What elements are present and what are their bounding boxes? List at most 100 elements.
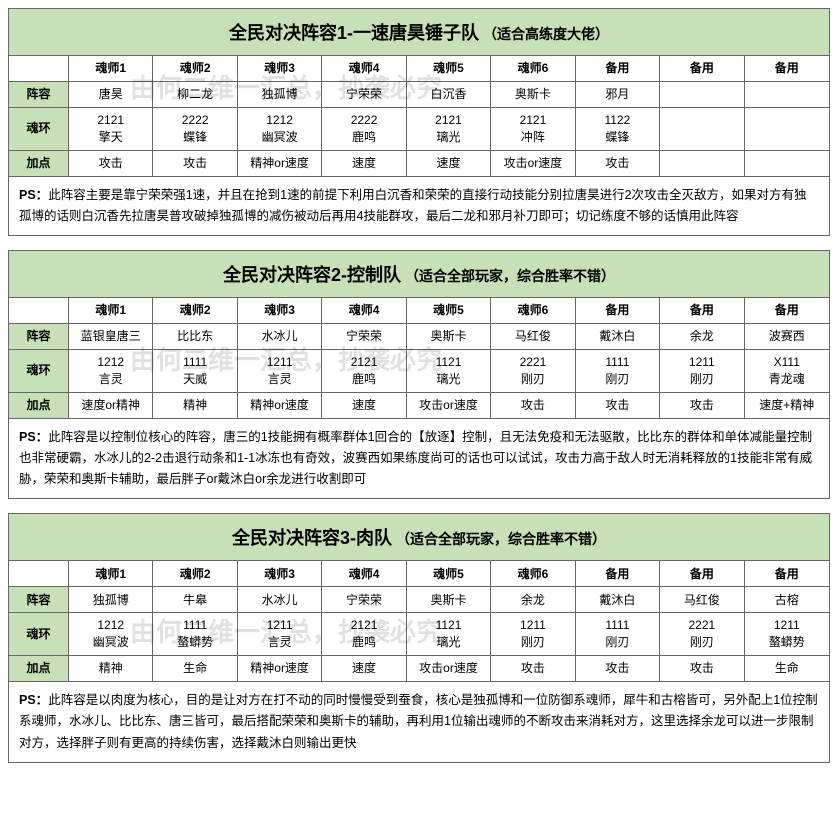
cell-ring: 1211言灵: [238, 350, 322, 393]
cell-stat: 精神or速度: [238, 656, 322, 682]
cell-stat: 攻击or速度: [407, 393, 491, 419]
column-header: 魂师1: [69, 298, 153, 324]
cell-ring: 1111刚刃: [576, 350, 660, 393]
cell-stat: 精神: [69, 656, 153, 682]
cell-stat: 攻击: [576, 151, 660, 177]
cell-stat: 攻击: [576, 656, 660, 682]
cell-ring: 1211螯蟒势: [745, 613, 829, 656]
row-label-lineup: 阵容: [9, 82, 69, 108]
cell-lineup: 水冰儿: [238, 324, 322, 350]
row-label-ring: 魂环: [9, 108, 69, 151]
cell-lineup: 白沉香: [407, 82, 491, 108]
cell-stat: 攻击: [576, 393, 660, 419]
column-header: 魂师5: [407, 561, 491, 587]
cell-lineup: 余龙: [491, 587, 575, 613]
cell-lineup: 宁荣荣: [322, 324, 406, 350]
column-header: 备用: [660, 561, 744, 587]
column-header: 魂师2: [153, 298, 237, 324]
cell-stat: 攻击or速度: [491, 151, 575, 177]
ps-text: 此阵容主要是靠宁荣荣强1速，并且在抢到1速的前提下利用白沉香和荣荣的直接行动技能…: [19, 188, 807, 223]
cell-stat: 攻击: [491, 393, 575, 419]
column-header: 魂师6: [491, 298, 575, 324]
cell-ring: 1111天威: [153, 350, 237, 393]
cell-ring: 1111螯蟒势: [153, 613, 237, 656]
cell-ring: 1111刚刃: [576, 613, 660, 656]
cell-lineup: 宁荣荣: [322, 82, 406, 108]
cell-lineup: 马红俊: [491, 324, 575, 350]
cell-stat: [745, 151, 829, 177]
cell-ring: 2121鹿鸣: [322, 350, 406, 393]
team-title-sub: （适合高练度大佬）: [483, 26, 609, 42]
row-label-stat: 加点: [9, 656, 69, 682]
cell-stat: 攻击: [491, 656, 575, 682]
column-header: 备用: [745, 561, 829, 587]
column-header: 魂师5: [407, 56, 491, 82]
ps-text: 此阵容是以肉度为核心，目的是让对方在打不动的同时慢慢受到蚕食，核心是独孤博和一位…: [19, 693, 818, 750]
cell-ring: 1211刚刃: [660, 350, 744, 393]
cell-ring: 1211言灵: [238, 613, 322, 656]
column-header: 魂师1: [69, 56, 153, 82]
cell-stat: 攻击: [660, 393, 744, 419]
cell-lineup: 奥斯卡: [407, 324, 491, 350]
cell-lineup: 余龙: [660, 324, 744, 350]
cell-lineup: [745, 82, 829, 108]
cell-stat: 精神: [153, 393, 237, 419]
cell-ring: 2121擎天: [69, 108, 153, 151]
row-label-stat: 加点: [9, 393, 69, 419]
row-label-lineup: 阵容: [9, 587, 69, 613]
column-header: 备用: [576, 56, 660, 82]
cell-lineup: 奥斯卡: [491, 82, 575, 108]
cell-stat: 攻击: [69, 151, 153, 177]
team-grid: 魂师1魂师2魂师3魂师4魂师5魂师6备用备用备用阵容唐昊柳二龙独孤博宁荣荣白沉香…: [9, 56, 829, 177]
column-header: 魂师3: [238, 561, 322, 587]
cell-ring: 1122蝶锋: [576, 108, 660, 151]
cell-ring: 2121冲阵: [491, 108, 575, 151]
ps-note: PS：此阵容是以控制位核心的阵容，唐三的1技能拥有概率群体1回合的【放逐】控制，…: [9, 419, 829, 499]
ps-text: 此阵容是以控制位核心的阵容，唐三的1技能拥有概率群体1回合的【放逐】控制，且无法…: [19, 430, 812, 487]
cell-stat: [660, 151, 744, 177]
column-header: 备用: [745, 56, 829, 82]
column-header: 魂师6: [491, 561, 575, 587]
ps-note: PS：此阵容主要是靠宁荣荣强1速，并且在抢到1速的前提下利用白沉香和荣荣的直接行…: [9, 177, 829, 236]
cell-lineup: 水冰儿: [238, 587, 322, 613]
cell-stat: 速度or精神: [69, 393, 153, 419]
header-empty: [9, 298, 69, 324]
column-header: 魂师4: [322, 298, 406, 324]
column-header: 备用: [745, 298, 829, 324]
team-title-row: 全民对决阵容1-一速唐昊锤子队（适合高练度大佬）: [9, 9, 829, 56]
column-header: 魂师6: [491, 56, 575, 82]
cell-ring: 1212幽冥波: [238, 108, 322, 151]
row-label-stat: 加点: [9, 151, 69, 177]
cell-ring: 2121鹿鸣: [322, 613, 406, 656]
cell-lineup: 马红俊: [660, 587, 744, 613]
team-title-main: 全民对决阵容3-肉队: [232, 528, 392, 548]
column-header: 魂师3: [238, 56, 322, 82]
column-header: 备用: [576, 561, 660, 587]
team-block-3: 全民对决阵容3-肉队（适合全部玩家，综合胜率不错）魂师1魂师2魂师3魂师4魂师5…: [8, 513, 830, 762]
column-header: 魂师4: [322, 561, 406, 587]
column-header: 魂师5: [407, 298, 491, 324]
ps-label: PS：: [19, 188, 48, 202]
cell-stat: 速度+精神: [745, 393, 829, 419]
cell-stat: 速度: [407, 151, 491, 177]
team-grid: 魂师1魂师2魂师3魂师4魂师5魂师6备用备用备用阵容蓝银皇唐三比比东水冰儿宁荣荣…: [9, 298, 829, 419]
cell-ring: 2222鹿鸣: [322, 108, 406, 151]
column-header: 魂师4: [322, 56, 406, 82]
column-header: 魂师2: [153, 56, 237, 82]
cell-ring: 1212幽冥波: [69, 613, 153, 656]
cell-lineup: 蓝银皇唐三: [69, 324, 153, 350]
column-header: 魂师2: [153, 561, 237, 587]
cell-stat: 精神or速度: [238, 393, 322, 419]
ps-label: PS：: [19, 693, 48, 707]
row-label-ring: 魂环: [9, 350, 69, 393]
team-title-sub: （适合全部玩家，综合胜率不错）: [396, 531, 606, 547]
cell-stat: 速度: [322, 393, 406, 419]
header-empty: [9, 561, 69, 587]
team-block-2: 全民对决阵容2-控制队（适合全部玩家，综合胜率不错）魂师1魂师2魂师3魂师4魂师…: [8, 250, 830, 499]
cell-ring: 2121璃光: [407, 108, 491, 151]
team-title-sub: （适合全部玩家，综合胜率不错）: [405, 268, 615, 284]
cell-lineup: 古榕: [745, 587, 829, 613]
ps-label: PS：: [19, 430, 48, 444]
cell-ring: 1211刚刃: [491, 613, 575, 656]
cell-stat: 生命: [745, 656, 829, 682]
